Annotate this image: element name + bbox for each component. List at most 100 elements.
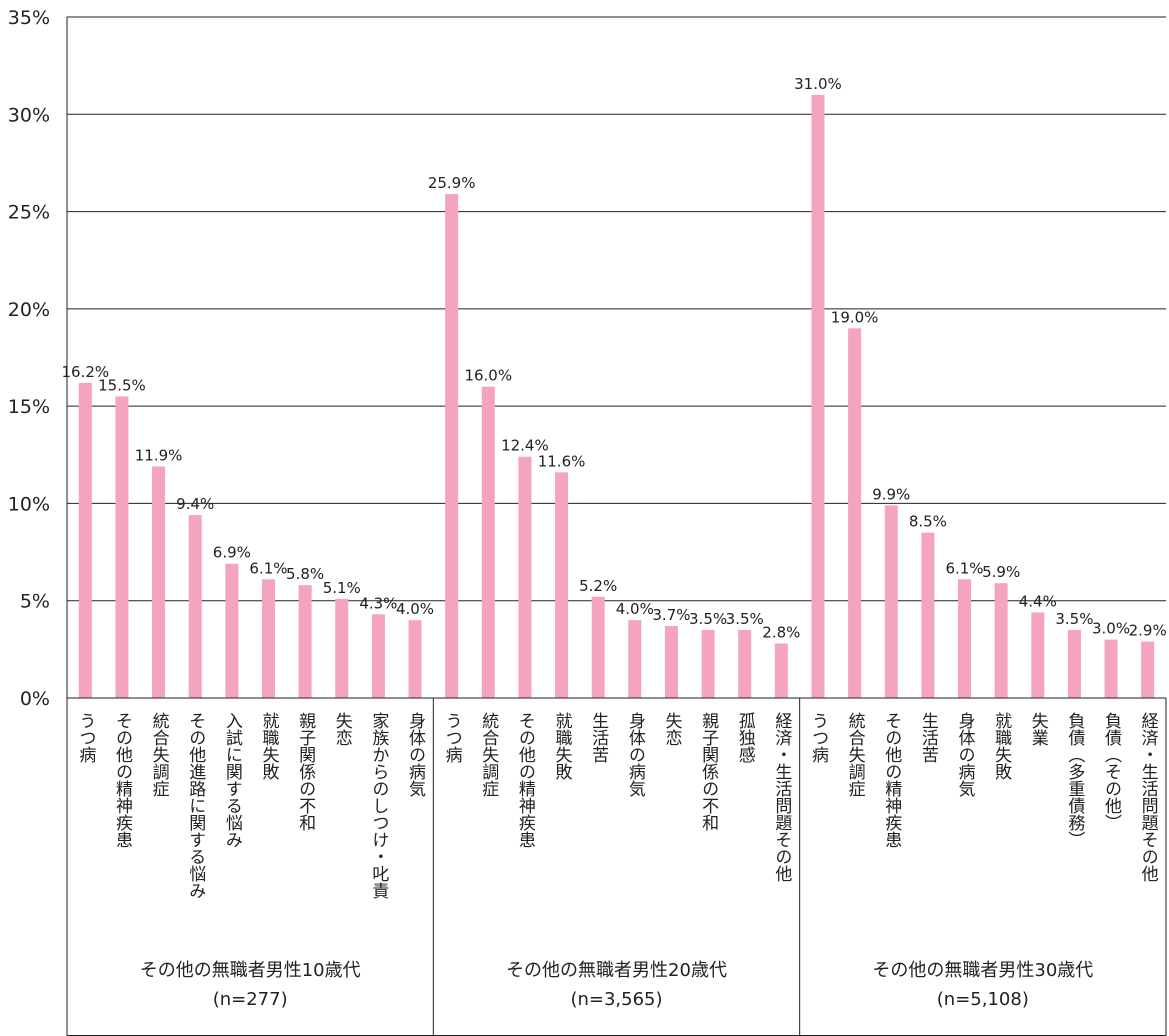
category-label: 負債（その他） [1101,712,1122,831]
value-label: 31.0% [794,75,842,93]
value-label: 15.5% [98,376,146,394]
value-label: 25.9% [428,174,476,192]
category-label: その他の精神疾患 [112,712,133,848]
group-label: その他の無職者男性30歳代 [872,960,1093,981]
category-label: 孤独感 [735,712,756,763]
category-label: 入試に関する悩み [222,712,243,848]
group-label: その他の無職者男性10歳代 [140,960,361,981]
category-label: 負債（多重債務） [1064,712,1085,848]
category-label: 統合失調症 [478,712,499,797]
value-label: 3.5% [689,610,727,628]
value-label: 5.1% [323,579,361,597]
category-label: 身体の病気 [625,712,646,798]
group-n-label: (n=3,565) [570,989,662,1010]
bar [408,620,422,698]
bar [701,629,715,698]
y-tick-label: 0% [20,688,50,710]
bar [371,614,385,698]
value-label: 12.4% [501,437,549,455]
y-tick-label: 5% [20,591,50,613]
bar [1031,612,1045,698]
category-label: 生活苦 [588,712,609,763]
y-tick-label: 35% [8,7,50,29]
bar [335,598,349,698]
value-label: 9.9% [872,485,910,503]
value-label: 3.7% [652,606,690,624]
value-label: 8.5% [909,513,947,531]
value-label: 2.9% [1129,622,1167,640]
bar [445,194,459,698]
value-label: 6.1% [945,559,983,577]
bar [298,585,312,698]
bar [518,456,532,698]
category-label: 統合失調症 [149,712,170,797]
bar [152,466,166,698]
bar [188,515,202,698]
group-label: その他の無職者男性20歳代 [506,960,727,981]
category-label: その他進路に関する悩み [185,712,206,899]
category-label: その他の精神疾患 [881,712,902,848]
group-n-label: (n=277) [213,989,288,1010]
category-label: 経済・生活問題その他 [1138,712,1159,882]
bar [848,328,862,698]
y-axis-ticks: 0% 5% 10% 15% 20% 25% 30% 35% [8,7,50,710]
category-label: 失恋 [332,712,353,746]
bar [774,643,788,698]
value-label: 9.4% [176,495,214,513]
value-label: 5.2% [579,577,617,595]
bar [738,629,752,698]
category-label: 統合失調症 [845,712,866,797]
category-label: 家族からのしつけ・叱責 [368,712,389,899]
value-label: 5.8% [286,565,324,583]
value-label: 4.4% [1019,592,1057,610]
value-label: 16.0% [464,367,512,385]
category-label: 就職失敗 [991,712,1012,780]
value-label: 4.0% [616,600,654,618]
bar [261,579,275,698]
bar [115,396,129,698]
category-label: 就職失敗 [258,712,279,780]
category-label: 経済・生活問題その他 [771,712,792,882]
value-label: 19.0% [831,308,879,326]
bar [628,620,642,698]
category-label: うつ病 [75,712,96,764]
category-labels: うつ病 その他の精神疾患 統合失調症 その他進路に関する悩み 入試に関する悩み 就職失敗親… [75,712,1158,899]
category-label: その他の精神疾患 [515,712,536,848]
bar [811,94,825,699]
bars [78,94,1155,699]
bar [1067,629,1081,698]
bar [555,472,569,698]
category-label: 親子関係の不和 [698,712,719,831]
value-label: 11.6% [538,452,586,470]
y-tick-label: 15% [8,396,50,418]
category-label: 就職失敗 [552,712,573,780]
value-label: 6.9% [213,544,251,562]
bar [481,386,495,698]
category-label: 生活苦 [918,712,939,763]
value-label: 4.0% [396,600,434,618]
bar [1141,641,1155,698]
category-label: 身体の病気 [955,712,976,798]
value-label: 3.5% [1055,610,1093,628]
bar [884,505,898,698]
value-labels: 16.2%15.5%11.9%9.4%6.9%6.1%5.8%5.1%4.3%4… [61,75,1166,642]
value-label: 4.3% [359,594,397,612]
bar [225,563,239,698]
category-label: うつ病 [808,712,829,764]
bar [78,382,92,698]
category-label: うつ病 [442,712,463,764]
group-labels: その他の無職者男性10歳代 (n=277) その他の無職者男性20歳代 (n=3,56… [140,960,1094,1010]
frame [66,17,1167,1036]
bar [994,583,1008,698]
value-label: 3.0% [1092,620,1130,638]
category-label: 失恋 [661,712,682,746]
y-tick-label: 20% [8,299,50,321]
value-label: 16.2% [61,363,109,381]
bar [921,532,935,698]
category-label: 親子関係の不和 [295,712,316,831]
value-label: 5.9% [982,563,1020,581]
value-label: 11.9% [135,446,183,464]
category-label: 身体の病気 [405,712,426,798]
y-tick-label: 10% [8,493,50,515]
